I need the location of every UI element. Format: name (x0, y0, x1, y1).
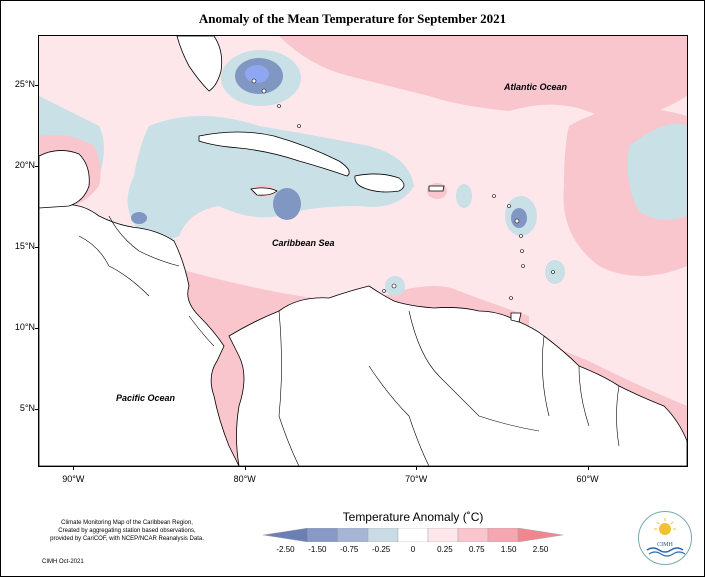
lat-tick-mark (35, 328, 39, 330)
coldest-zone-bahamas (245, 65, 269, 83)
legend-swatch (367, 528, 399, 542)
island-3 (277, 104, 281, 108)
map-title: Anomaly of the Mean Temperature for Sept… (198, 11, 507, 26)
map-credits: Climate Monitoring Map of the Caribbean … (22, 519, 232, 543)
island-9 (520, 249, 524, 253)
cimh-logo: CIMH (638, 511, 692, 565)
cool-zone-pr (456, 184, 472, 208)
border-line-7 (578, 365, 590, 427)
hispaniola-land (354, 173, 405, 193)
legend-swatch (337, 528, 369, 542)
lat-tick-mark (35, 409, 39, 411)
island-8 (519, 234, 523, 238)
cold-zone-jamaica (273, 188, 301, 220)
lat-tick-label: 10°N (14, 322, 35, 333)
island-11 (551, 270, 555, 274)
legend-swatch (427, 528, 459, 542)
border-line-8 (616, 385, 620, 447)
border-line-2 (108, 215, 180, 267)
border-line-4 (278, 310, 300, 466)
border-line-9 (368, 365, 430, 466)
island-12 (509, 296, 513, 300)
pacific-ocean-label: Pacific Ocean (116, 393, 176, 403)
lat-tick-mark (35, 84, 39, 86)
island-14 (382, 289, 386, 293)
jamaica-land (250, 187, 278, 196)
legend-value-label: -2.50 (276, 545, 295, 554)
legend-swatch (457, 528, 489, 542)
lon-tick-label: 60°W (576, 474, 599, 484)
island-4 (297, 124, 301, 128)
island-5 (492, 194, 496, 198)
lon-tick-label: 70°W (405, 474, 428, 484)
cool-zone-honduras (131, 212, 147, 224)
small-islands (251, 78, 555, 300)
florida-land (176, 36, 223, 92)
border-line-3 (188, 315, 215, 347)
cuba-land (198, 131, 350, 177)
legend-value-label: 0.75 (468, 545, 485, 554)
yucatan-land (39, 150, 90, 209)
cool-zone-cuba (127, 116, 415, 240)
cool-zone-far-east (627, 123, 687, 220)
legend-swatch (487, 528, 519, 542)
anomaly-map: Atlantic Ocean Caribbean Sea Pacific Oce… (38, 35, 688, 467)
border-line-6 (542, 335, 550, 417)
cool-zone-barbados (545, 260, 565, 284)
island-13 (391, 283, 397, 289)
legend-value-label: 1.50 (500, 545, 517, 554)
legend-value-label: -0.25 (372, 545, 391, 554)
legend-title: Temperature Anomaly (˚C) (342, 510, 484, 524)
legend-swatch (307, 528, 339, 542)
sun-wave-icon (646, 518, 686, 557)
trinidad-land (510, 312, 522, 323)
lat-tick-label: 5°N (19, 403, 35, 414)
cold-zone-antilles (511, 208, 527, 228)
credits-line-3: provided by CariCOF, with NCEP/NCAR Rean… (50, 536, 204, 542)
island-7 (514, 218, 520, 224)
border-line-5 (408, 310, 540, 432)
lon-tick-mark (587, 466, 589, 470)
legend-swatch (517, 528, 563, 542)
lon-tick-mark (244, 466, 246, 470)
legend-color-bar (263, 528, 563, 542)
lat-tick-label: 25°N (14, 78, 35, 89)
border-line-1 (78, 235, 150, 297)
puerto-rico-land (428, 185, 445, 192)
legend-value-label: 0.25 (437, 545, 453, 554)
lon-tick-mark (73, 466, 75, 470)
country-borders (78, 215, 620, 466)
island-6 (507, 204, 511, 208)
lat-tick-label: 15°N (14, 240, 35, 251)
island-10 (521, 264, 525, 268)
logo-text: CIMH (657, 542, 673, 548)
atlantic-ocean-label: Atlantic Ocean (504, 82, 568, 92)
legend-value-label: -0.75 (340, 545, 359, 554)
legend-swatch (397, 528, 429, 542)
credits-line-1: Climate Monitoring Map of the Caribbean … (61, 520, 193, 526)
map-canvas (39, 36, 687, 466)
central-america-land (39, 204, 240, 466)
lat-tick-mark (35, 165, 39, 167)
legend-value-label: 0 (410, 545, 416, 554)
legend-value-label: -1.50 (308, 545, 327, 554)
neutral-zone-central (399, 103, 541, 207)
warm-zone-atlantic (279, 36, 687, 119)
caribbean-sea-label: Caribbean Sea (272, 238, 335, 248)
island-1 (251, 78, 257, 84)
island-2 (261, 88, 267, 94)
lon-tick-mark (416, 466, 418, 470)
legend-value-label: 2.50 (532, 545, 549, 554)
lon-tick-label: 80°W (233, 474, 256, 484)
legend-swatch (263, 528, 309, 542)
credits-date: CIMH Oct-2021 (42, 559, 84, 565)
lat-tick-label: 20°N (14, 159, 35, 170)
land-masses (39, 36, 687, 466)
lat-tick-mark (35, 246, 39, 248)
credits-line-2: Created by aggregating station based obs… (58, 528, 196, 534)
lon-tick-label: 90°W (62, 474, 85, 484)
